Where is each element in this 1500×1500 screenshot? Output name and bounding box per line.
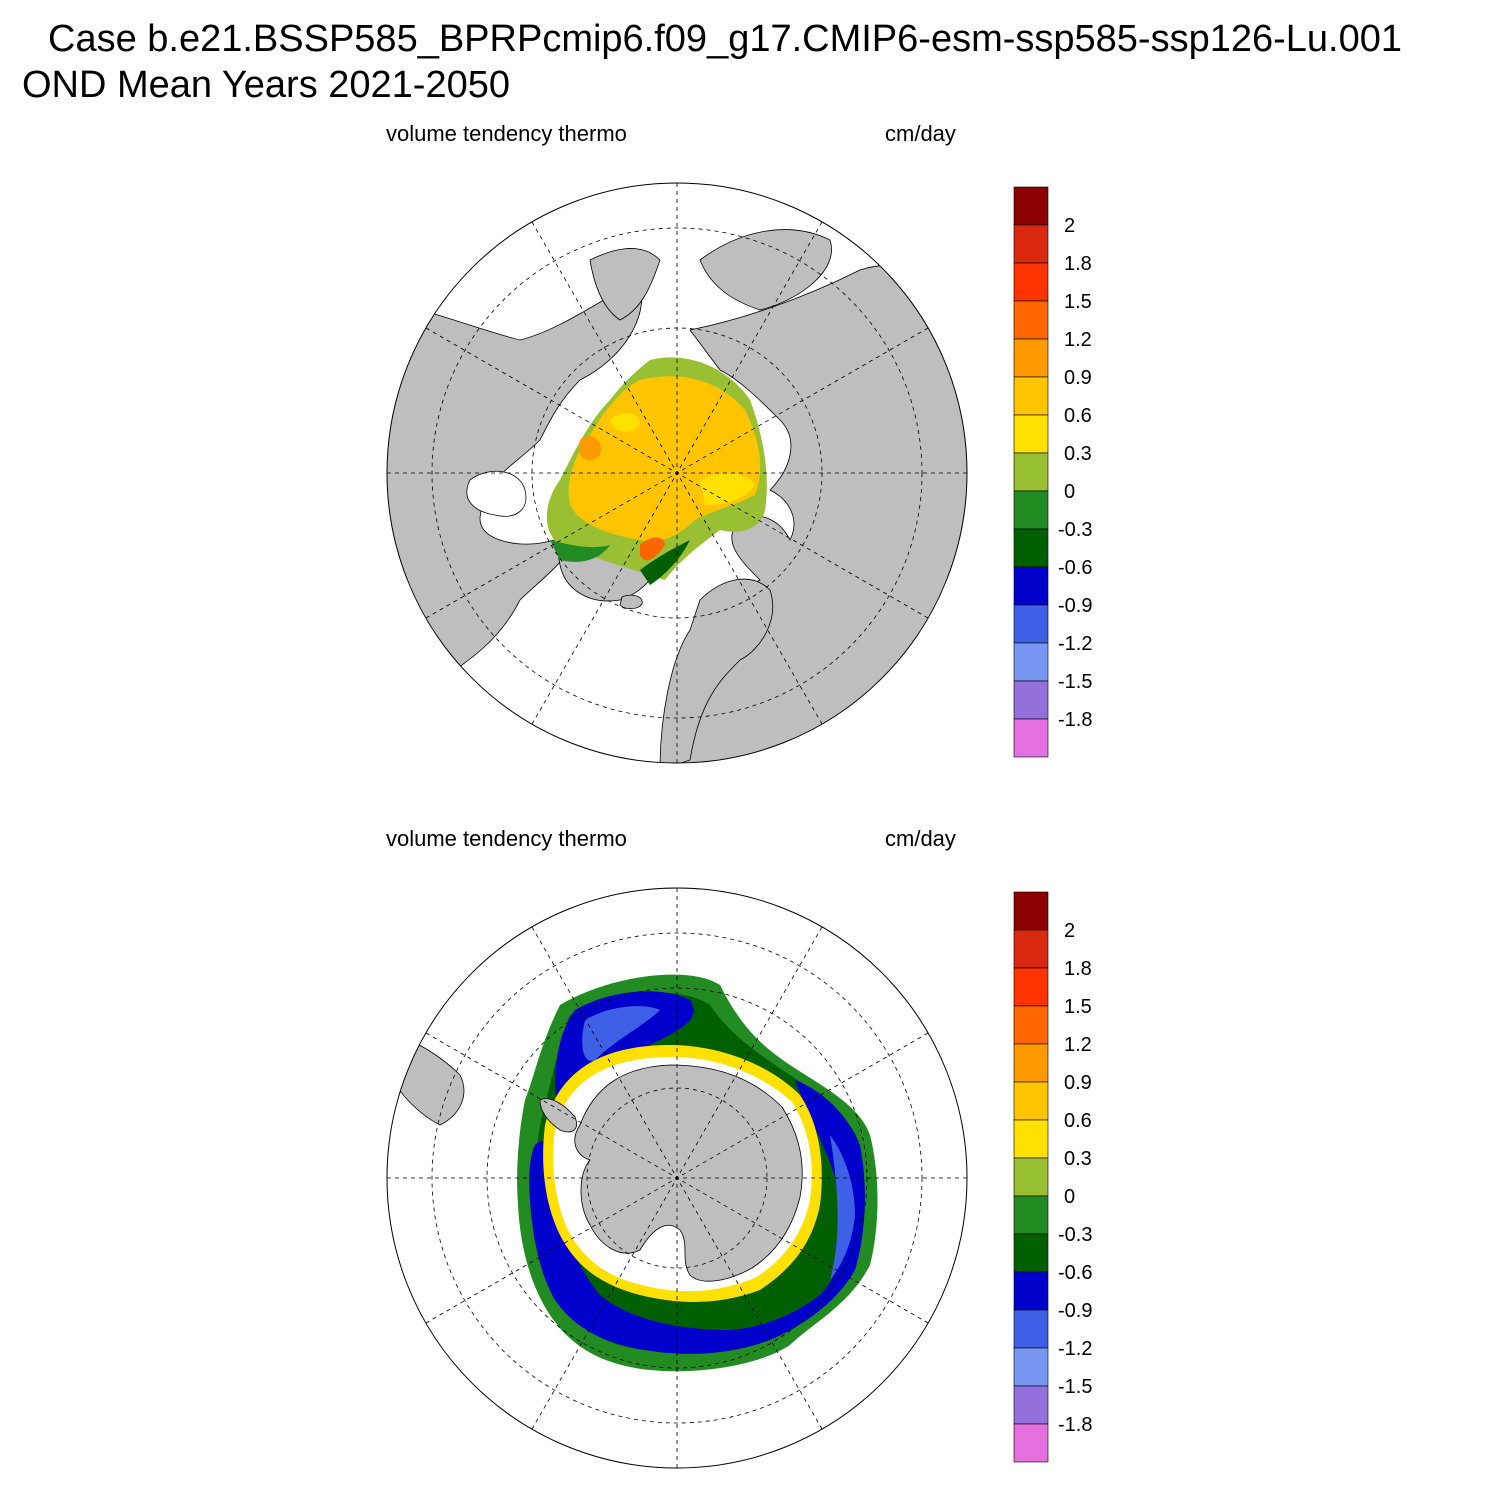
colorbar-swatch xyxy=(1013,967,1049,1007)
ice-region-neg0.9-b xyxy=(529,1080,865,1354)
colorbar-tick-label: 0 xyxy=(1064,481,1075,503)
colorbar-swatch xyxy=(1013,1043,1049,1083)
colorbar-tick-label: -1.8 xyxy=(1058,1414,1092,1436)
colorbar-swatch xyxy=(1013,1005,1049,1045)
colorbar-north: 2 1.8 1.5 1.2 0.9 0.6 0.3 0 -0.3 -0.6 -0.9 -1.2 -1.5… xyxy=(1013,186,1092,758)
colorbar-tick-label: -0.3 xyxy=(1058,519,1092,541)
scandinavia-land xyxy=(659,578,774,763)
colorbar-swatch xyxy=(1013,414,1049,454)
colorbar-swatch xyxy=(1013,1081,1049,1121)
colorbar-swatch xyxy=(1013,1347,1049,1387)
south-land-and-ice xyxy=(389,974,878,1372)
panel-variable-label: volume tendency thermo xyxy=(386,121,627,146)
north-graticule xyxy=(387,183,967,763)
colorbar-swatch xyxy=(1013,376,1049,416)
map-border xyxy=(386,887,968,1469)
colorbar-tick-label: -0.9 xyxy=(1058,1300,1092,1322)
colorbar-swatch xyxy=(1013,262,1049,302)
colorbar-tick-label: 1.2 xyxy=(1064,1034,1092,1056)
panel-south: volume tendency thermo cm/day xyxy=(0,705,1500,1469)
colorbar-tick-label: 0.9 xyxy=(1064,367,1092,389)
colorbar-south: 2 1.8 1.5 1.2 0.9 0.6 0.3 0 -0.3 -0.6 -0.9 -1.2 -1.5… xyxy=(1013,891,1092,1463)
ice-region-0.9-to-1.2 xyxy=(579,435,601,460)
colorbar-tick-label: 1.5 xyxy=(1064,291,1092,313)
north-land-and-ice xyxy=(387,229,967,763)
iceland-land xyxy=(619,594,643,610)
colorbar-swatch xyxy=(1013,300,1049,340)
colorbar-swatch xyxy=(1013,1157,1049,1197)
colorbar-tick-label: 2 xyxy=(1064,215,1075,237)
hudson-bay xyxy=(466,471,527,517)
colorbar-swatch xyxy=(1013,566,1049,606)
colorbar-tick-label: 1.2 xyxy=(1064,329,1092,351)
colorbar-swatch xyxy=(1013,338,1049,378)
colorbar-tick-label: 0.6 xyxy=(1064,405,1092,427)
colorbar-tick-label: 0 xyxy=(1064,1186,1075,1208)
ice-region-neg0.6 xyxy=(640,540,690,585)
colorbar-tick-label: 2 xyxy=(1064,920,1075,942)
colorbar-tick-label: -0.6 xyxy=(1058,1262,1092,1284)
north-america-land xyxy=(387,279,643,701)
colorbar-swatch xyxy=(1013,528,1049,568)
panel-units-label: cm/day xyxy=(885,121,956,146)
colorbar-swatch xyxy=(1013,1119,1049,1159)
colorbar-swatch xyxy=(1013,224,1049,264)
south-graticule xyxy=(387,888,967,1468)
figure-title-period: OND Mean Years 2021-2050 xyxy=(22,64,510,106)
colorbar-tick-label: -0.9 xyxy=(1058,595,1092,617)
ice-region-0.3-to-0.6 xyxy=(700,473,755,505)
ice-region-0.3-to-0.6-b xyxy=(610,413,640,432)
colorbar-tick-label: -1.2 xyxy=(1058,1338,1092,1360)
chukotka-land xyxy=(699,229,832,311)
colorbar-tick-label: -0.6 xyxy=(1058,557,1092,579)
panel-north: volume tendency thermo cm/day xyxy=(0,0,1500,764)
colorbar-swatch xyxy=(1013,680,1049,720)
colorbar-tick-label: -1.2 xyxy=(1058,633,1092,655)
colorbar-tick-label: -1.8 xyxy=(1058,709,1092,731)
colorbar-tick-label: 0.6 xyxy=(1064,1110,1092,1132)
colorbar-swatch xyxy=(1013,1423,1049,1463)
colorbar-swatch xyxy=(1013,1233,1049,1273)
panel-units-label: cm/day xyxy=(885,826,956,851)
ice-region-neg0.3 xyxy=(550,540,610,562)
colorbar-tick-label: 0.9 xyxy=(1064,1072,1092,1094)
ice-region-1.2-to-1.5 xyxy=(640,537,665,561)
south-polar-map: 2 1.8 1.5 1.2 0.9 0.6 0.3 0 -0.3 -0.6 -0.9 -1.2 -1.5… xyxy=(386,887,1092,1469)
figure-title-case: Case b.e21.BSSP585_BPRPcmip6.f09_g17.CMI… xyxy=(48,18,1402,60)
colorbar-tick-label: 1.8 xyxy=(1064,958,1092,980)
alaska-land xyxy=(589,248,661,321)
colorbar-tick-label: 1.8 xyxy=(1064,253,1092,275)
colorbar-swatch xyxy=(1013,452,1049,492)
colorbar-swatch xyxy=(1013,490,1049,530)
antarctic-peninsula xyxy=(539,1098,577,1133)
colorbar-swatch xyxy=(1013,1271,1049,1311)
colorbar-swatch xyxy=(1013,1195,1049,1235)
colorbar-tick-label: -1.5 xyxy=(1058,671,1092,693)
colorbar-swatch xyxy=(1013,891,1049,931)
colorbar-tick-label: 0.3 xyxy=(1064,1148,1092,1170)
north-polar-map: 2 1.8 1.5 1.2 0.9 0.6 0.3 0 -0.3 -0.6 -0.9 -1.2 -1.5… xyxy=(386,182,1092,764)
colorbar-swatch xyxy=(1013,1309,1049,1349)
ice-region-neg1.2-b xyxy=(830,1135,855,1280)
colorbar-swatch xyxy=(1013,929,1049,969)
panel-variable-label: volume tendency thermo xyxy=(386,826,627,851)
colorbar-swatch xyxy=(1013,1385,1049,1425)
colorbar-tick-label: -0.3 xyxy=(1058,1224,1092,1246)
map-border xyxy=(386,182,968,764)
antarctica-land xyxy=(574,1064,803,1282)
colorbar-swatch xyxy=(1013,718,1049,758)
colorbar-tick-label: 1.5 xyxy=(1064,996,1092,1018)
colorbar-tick-label: 0.3 xyxy=(1064,443,1092,465)
colorbar-swatch xyxy=(1013,604,1049,644)
colorbar-swatch xyxy=(1013,186,1049,226)
colorbar-tick-label: -1.5 xyxy=(1058,1376,1092,1398)
colorbar-swatch xyxy=(1013,642,1049,682)
